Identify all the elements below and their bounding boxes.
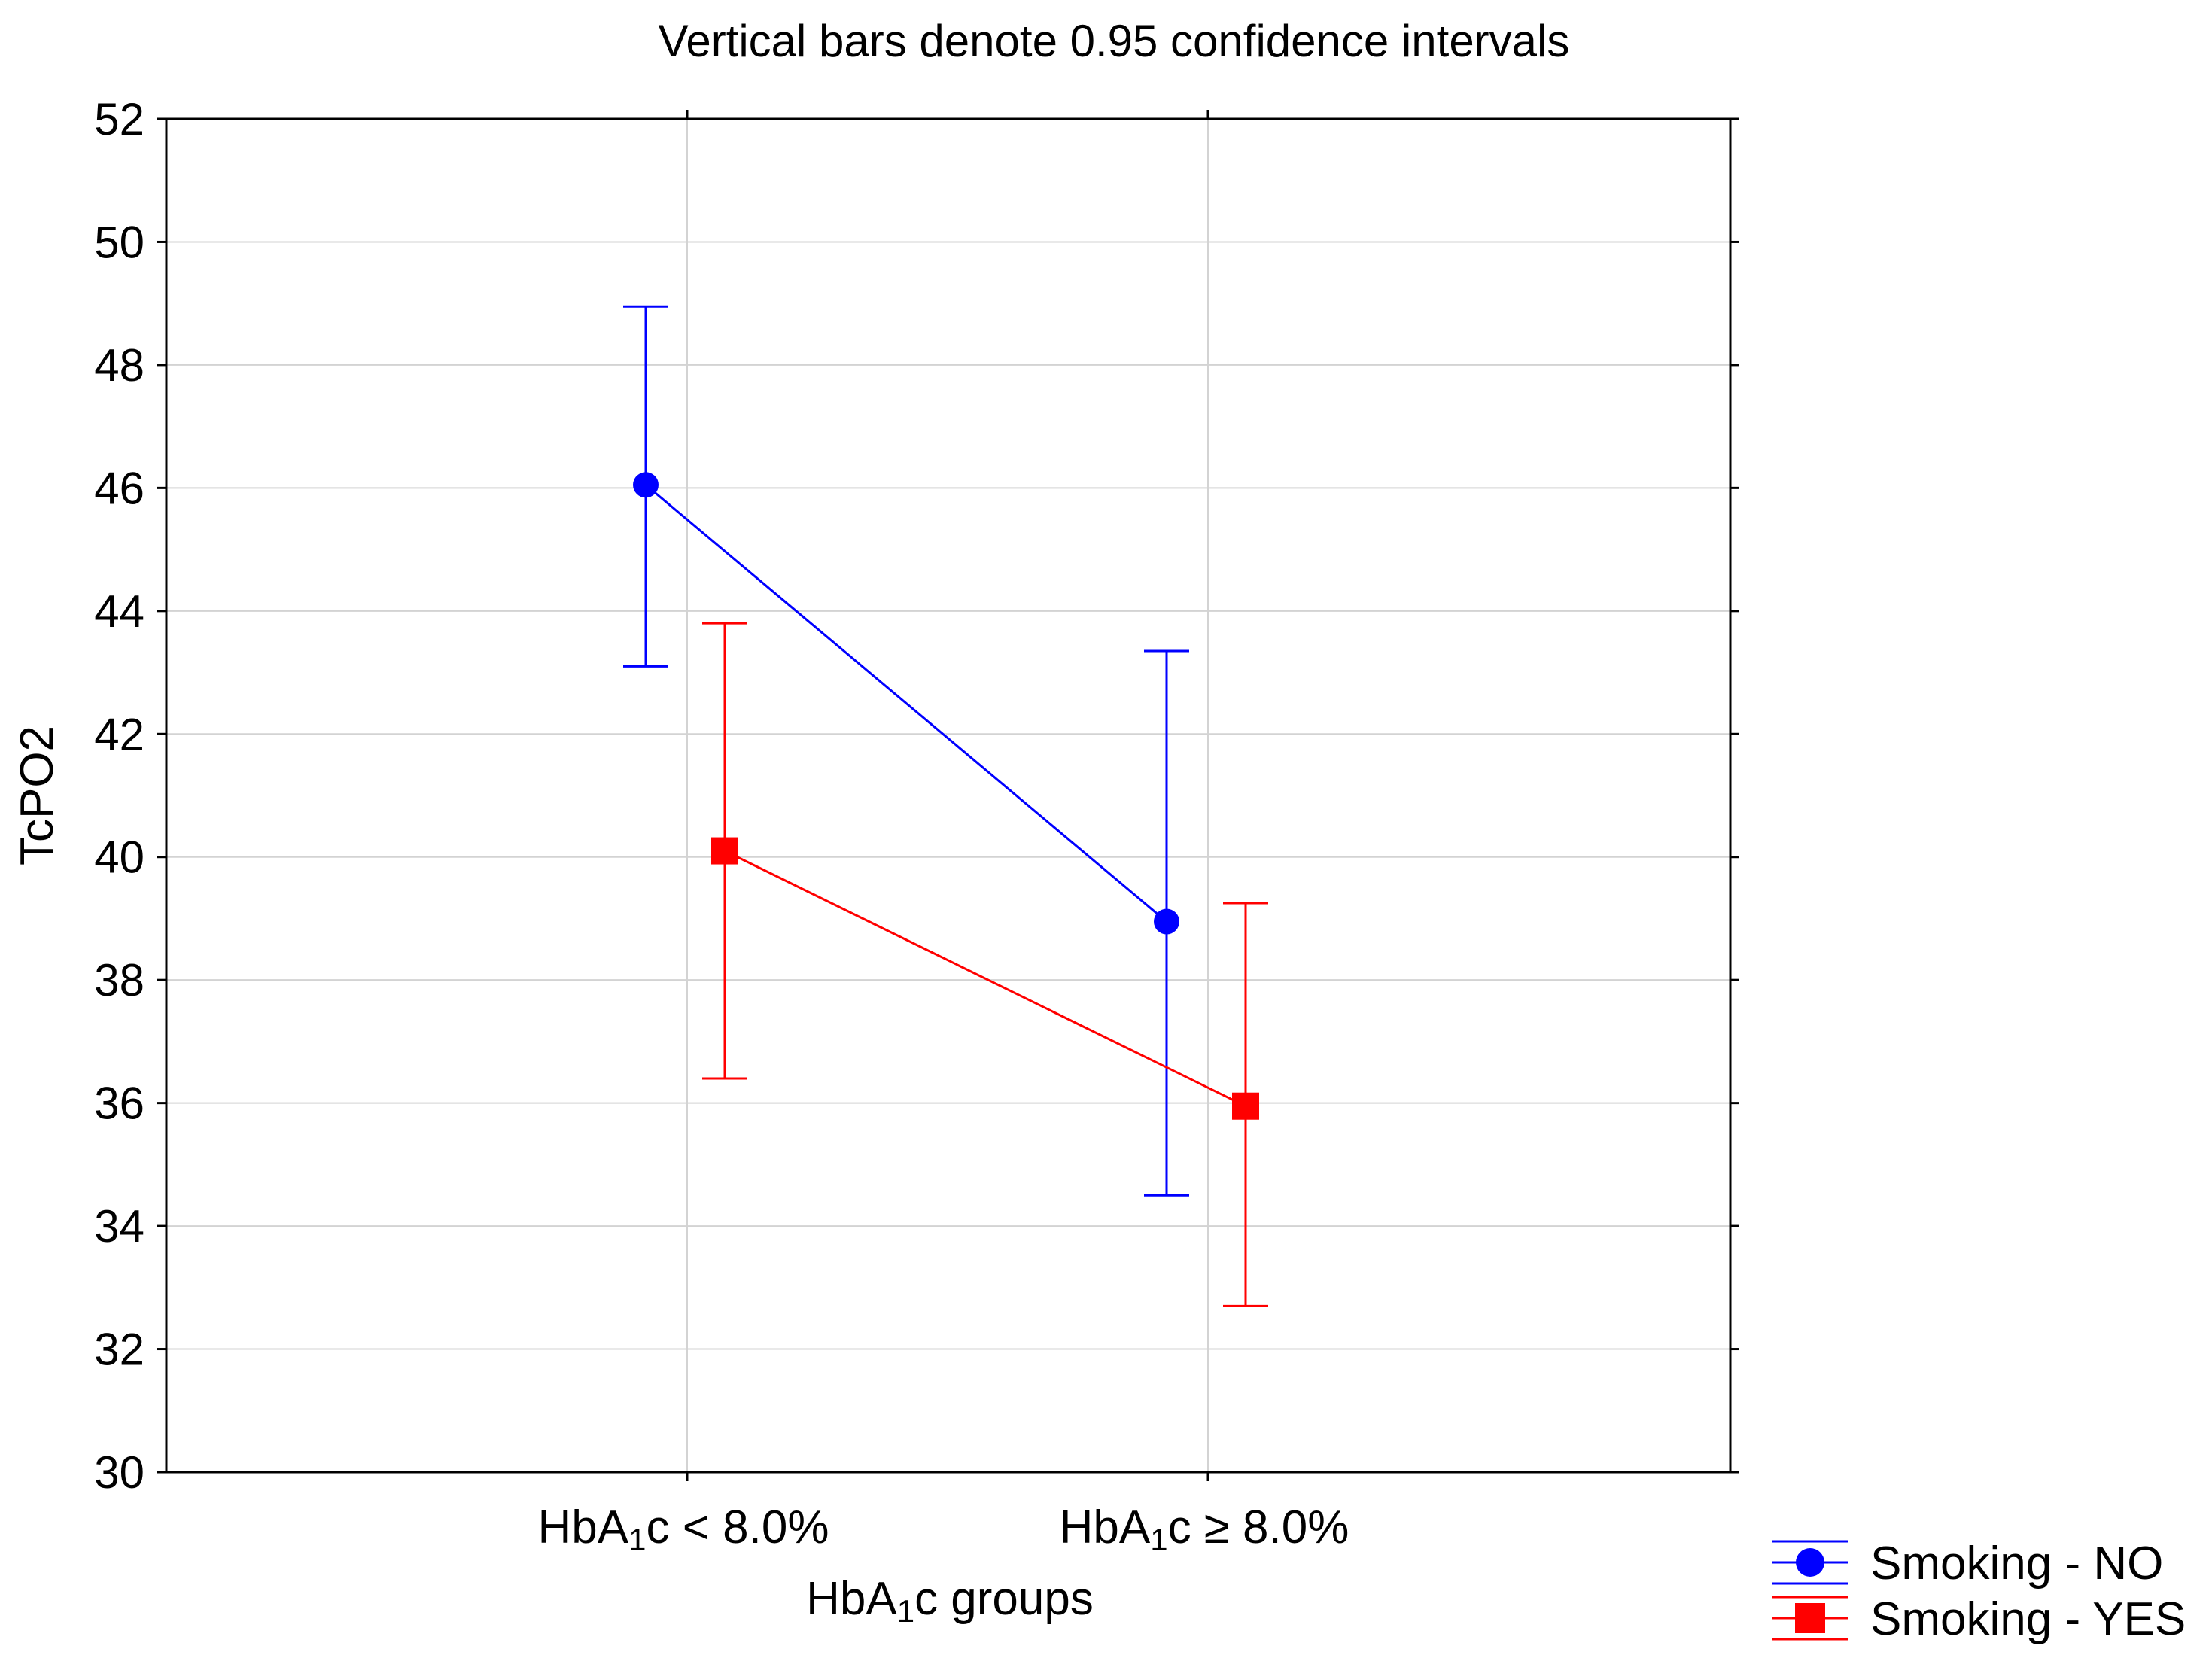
- legend-item: Smoking - NO: [1772, 1538, 2163, 1589]
- y-axis-label: TcPO2: [11, 726, 63, 865]
- series-smoking-no: [623, 305, 1189, 1197]
- y-tick-label: 32: [94, 1325, 145, 1375]
- x-category-label-prefix: HbA: [1060, 1501, 1151, 1553]
- y-tick-label: 50: [94, 217, 145, 267]
- x-category-label: HbA1c < 8.0%: [538, 1501, 829, 1557]
- series-line: [645, 484, 1167, 923]
- x-axis: HbA1c < 8.0% HbA1c ≥ 8.0%: [538, 110, 1349, 1557]
- y-tick-label: 30: [94, 1447, 145, 1498]
- x-axis-label-suffix: c groups: [914, 1573, 1094, 1625]
- y-axis: 30 32 34 36 38 40 42 44 46 48 50 52: [94, 94, 1739, 1498]
- chart-title: Vertical bars denote 0.95 confidence int…: [659, 16, 1570, 66]
- series-line: [724, 850, 1246, 1108]
- legend-marker: [1796, 1548, 1824, 1577]
- data-point: [1154, 908, 1179, 935]
- legend-marker: [1795, 1603, 1825, 1633]
- y-tick-label: 34: [94, 1201, 145, 1252]
- y-tick-label: 52: [94, 94, 145, 144]
- plot-frame: [165, 117, 1732, 1474]
- x-category-label: HbA1c ≥ 8.0%: [1060, 1501, 1349, 1557]
- data-point: [633, 472, 659, 498]
- x-category-label-suffix: c ≥ 8.0%: [1168, 1501, 1349, 1553]
- y-tick-label: 44: [94, 586, 145, 637]
- series-layer: [623, 305, 1268, 1307]
- y-tick-label: 46: [94, 463, 145, 513]
- y-tick-label: 40: [94, 832, 145, 883]
- x-axis-label: HbA1c groups: [806, 1573, 1094, 1629]
- y-tick-label: 48: [94, 340, 145, 391]
- y-tick-label: 42: [94, 709, 145, 759]
- x-category-label-subscript: 1: [628, 1522, 646, 1557]
- x-axis-label-prefix: HbA: [806, 1573, 897, 1625]
- x-category-label-prefix: HbA: [538, 1501, 629, 1553]
- data-point: [711, 837, 738, 865]
- x-category-label-subscript: 1: [1150, 1522, 1167, 1557]
- gridlines: [166, 119, 1730, 1472]
- legend-label: Smoking - YES: [1870, 1593, 2186, 1645]
- x-category-label-suffix: c < 8.0%: [646, 1501, 829, 1553]
- series-smoking-yes: [702, 622, 1268, 1307]
- legend-label: Smoking - NO: [1870, 1538, 2163, 1589]
- y-tick-label: 38: [94, 955, 145, 1005]
- legend-item: Smoking - YES: [1772, 1593, 2186, 1645]
- data-point: [1232, 1092, 1259, 1120]
- y-tick-label: 36: [94, 1078, 145, 1129]
- x-axis-label-subscript: 1: [897, 1593, 914, 1629]
